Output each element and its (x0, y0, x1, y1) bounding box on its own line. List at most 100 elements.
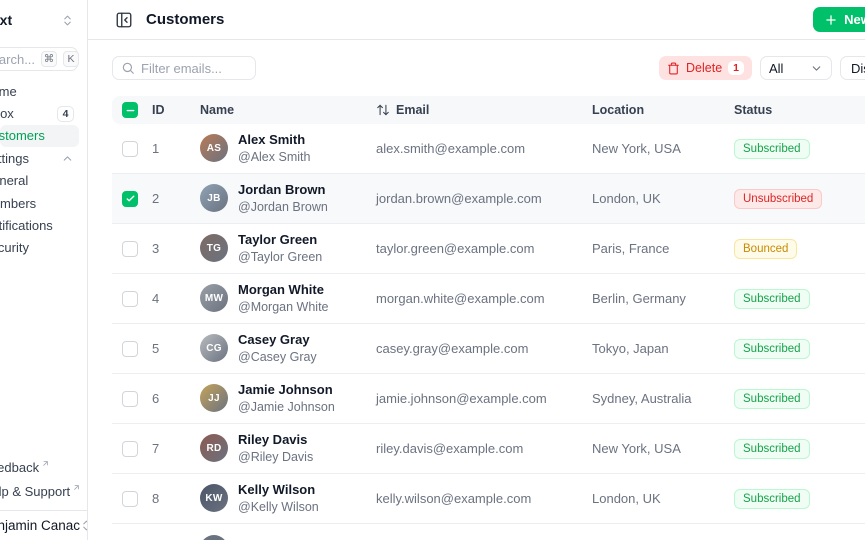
search-icon (121, 61, 135, 75)
sidebar-link-help-support[interactable]: Help & Support (0, 479, 87, 503)
filter-placeholder: Filter emails... (141, 60, 222, 76)
row-email: jamie.johnson@example.com (376, 391, 547, 406)
customer-handle: @Kelly Wilson (238, 499, 319, 514)
sort-arrows-icon (376, 103, 390, 117)
row-checkbox[interactable] (122, 190, 138, 207)
sidebar-item-notifications[interactable]: Notifications (0, 214, 87, 236)
row-location: New York, USA (592, 441, 681, 456)
table-row[interactable] (112, 524, 865, 540)
user-menu[interactable]: Benjamin Canac (0, 510, 87, 540)
row-name-cell: JB Jordan Brown @Jordan Brown (200, 182, 376, 215)
column-header-status: Status (734, 103, 773, 117)
sidebar-item-customers[interactable]: Customers (0, 124, 79, 148)
sidebar-link-label: Help & Support (0, 483, 71, 499)
avatar (200, 534, 228, 540)
table-body: 1 AS Alex Smith @Alex Smith alex.smith@e… (112, 124, 865, 540)
sidebar-item-inbox[interactable]: Inbox 4 (0, 102, 87, 124)
row-checkbox[interactable] (122, 390, 138, 407)
row-checkbox[interactable] (122, 240, 138, 257)
sidebar-item-label: General (0, 173, 29, 189)
avatar: JB (200, 184, 228, 213)
table-row[interactable]: 8 KW Kelly Wilson @Kelly Wilson kelly.wi… (112, 474, 865, 524)
collapse-sidebar-button[interactable] (112, 8, 136, 32)
customer-name: Alex Smith (238, 131, 306, 147)
table-row[interactable]: 3 TG Taylor Green @Taylor Green taylor.g… (112, 224, 865, 274)
row-id: 6 (152, 391, 160, 406)
sidebar-item-members[interactable]: Members (0, 192, 87, 214)
row-name-cell: TG Taylor Green @Taylor Green (200, 232, 376, 265)
row-checkbox[interactable] (122, 490, 138, 507)
sidebar-item-security[interactable]: Security (0, 237, 87, 259)
table-row[interactable]: 1 AS Alex Smith @Alex Smith alex.smith@e… (112, 124, 865, 174)
filter-emails-input[interactable]: Filter emails... (112, 56, 256, 80)
sidebar-item-general[interactable]: General (0, 170, 87, 192)
customer-handle: @Morgan White (238, 299, 329, 314)
status-badge: Subscribed (734, 338, 810, 359)
row-name-cell: RD Riley Davis @Riley Davis (200, 432, 376, 465)
status-badge: Subscribed (734, 438, 810, 459)
page-title: Customers (146, 11, 225, 28)
avatar: TG (200, 234, 228, 263)
customer-handle: @Riley Davis (238, 449, 314, 464)
row-checkbox[interactable] (122, 140, 138, 157)
row-name-cell: MW Morgan White @Morgan White (200, 282, 376, 315)
row-name-cell: CG Casey Gray @Casey Gray (200, 332, 376, 365)
table-row[interactable]: 7 RD Riley Davis @Riley Davis riley.davi… (112, 424, 865, 474)
table-header-row: ID Name Email Location Status (112, 96, 865, 124)
status-filter-select[interactable]: All (760, 56, 832, 80)
column-header-id: ID (152, 103, 165, 117)
row-checkbox[interactable] (122, 440, 138, 457)
table-row[interactable]: 6 JJ Jamie Johnson @Jamie Johnson jamie.… (112, 374, 865, 424)
delete-button[interactable]: Delete 1 (659, 56, 752, 80)
customer-name: Riley Davis (238, 431, 308, 447)
row-id: 3 (152, 241, 160, 256)
customer-name: Taylor Green (238, 231, 318, 247)
row-checkbox[interactable] (122, 340, 138, 357)
user-name: Benjamin Canac (0, 518, 81, 533)
customers-table: ID Name Email Location Status 1 AS Alex … (112, 96, 865, 540)
display-button[interactable]: Display (840, 56, 865, 80)
sidebar-item-label: Security (0, 240, 29, 256)
row-name-cell (200, 534, 376, 540)
search-placeholder: Search... (0, 51, 36, 67)
team-selector[interactable]: Nuxt (0, 0, 87, 40)
page-header: Customers New customer (88, 0, 865, 40)
sidebar: Nuxt Search... ⌘ K Home Inbox 4 Customers Se… (0, 0, 88, 540)
sidebar-item-label: Inbox (0, 106, 14, 122)
customer-name: Jordan Brown (238, 181, 326, 197)
row-checkbox[interactable] (122, 290, 138, 307)
row-location: New York, USA (592, 141, 681, 156)
customer-name: Casey Gray (238, 331, 310, 347)
row-email: riley.davis@example.com (376, 441, 524, 456)
delete-count-badge: 1 (728, 61, 744, 75)
new-customer-button[interactable]: New customer (813, 7, 865, 32)
team-name: Nuxt (0, 12, 13, 28)
sidebar-item-settings[interactable]: Settings (0, 147, 87, 169)
table-row[interactable]: 5 CG Casey Gray @Casey Gray casey.gray@e… (112, 324, 865, 374)
kbd-cmd: ⌘ (41, 51, 58, 67)
row-location: Paris, France (592, 241, 670, 256)
sidebar-footer-links: Feedback Help & Support (0, 455, 87, 510)
avatar: JJ (200, 384, 228, 413)
row-location: London, UK (592, 191, 661, 206)
customer-name: Morgan White (238, 281, 324, 297)
chevron-up-icon (61, 152, 74, 165)
status-badge: Subscribed (734, 138, 810, 159)
table-row[interactable]: 2 JB Jordan Brown @Jordan Brown jordan.b… (112, 174, 865, 224)
sidebar-item-home[interactable]: Home (0, 80, 87, 102)
inbox-count-badge: 4 (57, 105, 74, 122)
delete-label: Delete (686, 61, 723, 75)
main-panel: Customers New customer Filter emails... … (88, 0, 865, 540)
row-name-cell: JJ Jamie Johnson @Jamie Johnson (200, 382, 376, 415)
chevron-up-down-icon (61, 14, 74, 27)
column-header-email: Email (396, 103, 430, 117)
select-all-checkbox[interactable] (122, 102, 138, 118)
table-row[interactable]: 4 MW Morgan White @Morgan White morgan.w… (112, 274, 865, 324)
status-badge: Subscribed (734, 288, 810, 309)
row-email: morgan.white@example.com (376, 291, 545, 306)
sidebar-item-label: Members (0, 195, 37, 211)
search-input[interactable]: Search... ⌘ K (0, 47, 80, 71)
sidebar-link-feedback[interactable]: Feedback (0, 455, 87, 479)
column-header-email-sort[interactable]: Email (376, 103, 592, 117)
trash-icon (667, 62, 680, 75)
